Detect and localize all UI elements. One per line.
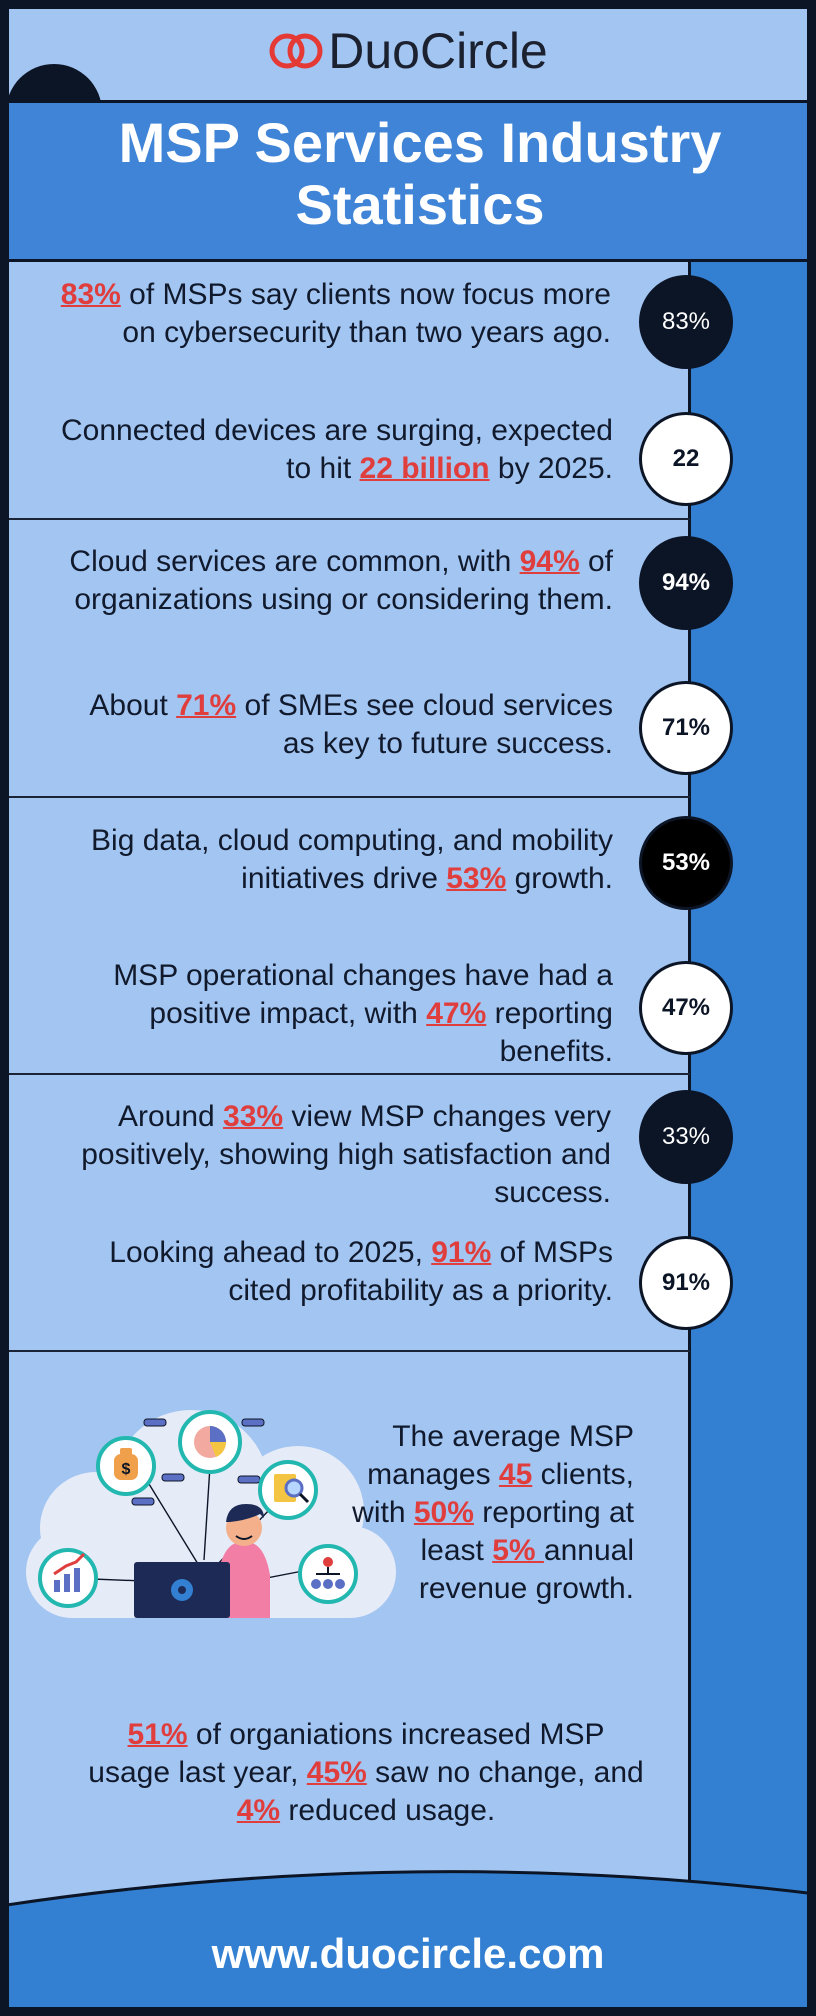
money-bag-icon: $ (96, 1436, 156, 1496)
stat-text-connected-devices: Connected devices are surging, expected … (60, 414, 613, 485)
section-divider (0, 518, 690, 520)
document-search-icon (258, 1460, 318, 1520)
stat-badge-cloud-services: 94% (639, 536, 733, 630)
stat-text-sme-cloud: About 71% of SMEs see cloud services as … (89, 689, 613, 760)
msp-illustration: $ (26, 1410, 396, 1618)
page-title: MSP Services Industry Statistics (118, 111, 722, 236)
stat-badge-very-positive: 33% (639, 1090, 733, 1184)
stat-badge-profitability: 91% (639, 1236, 733, 1330)
footer-website-link[interactable]: www.duocircle.com (211, 1930, 605, 1977)
stat-text-cybersecurity: 83% of MSPs say clients now focus more o… (60, 278, 611, 349)
brand-logo[interactable]: DuoCircle (0, 22, 816, 80)
growth-chart-icon (38, 1548, 98, 1608)
stat-text-operational-changes: MSP operational changes have had a posit… (113, 959, 613, 1068)
title-band (0, 100, 816, 262)
pie-chart-icon (178, 1410, 242, 1474)
laptop-figure (134, 1562, 230, 1618)
stat-badge-cybersecurity: 83% (639, 275, 733, 369)
stat-badge-sme-cloud: 71% (639, 681, 733, 775)
section-divider (0, 1073, 690, 1075)
stat-text-big-data: Big data, cloud computing, and mobility … (91, 824, 613, 895)
stat-badge-connected-devices: 22 (639, 412, 733, 506)
stat-badge-operational-changes: 47% (639, 961, 733, 1055)
section-divider (0, 1350, 690, 1352)
right-decorative-strip (688, 256, 816, 1896)
stat-text-cloud-services: Cloud services are common, with 94% of o… (69, 545, 613, 616)
stat-text-very-positive: Around 33% view MSP changes very positiv… (81, 1100, 611, 1209)
stat-badge-big-data: 53% (639, 816, 733, 910)
org-chart-icon (298, 1544, 358, 1604)
person-figure (218, 1504, 270, 1618)
dollar-sign: $ (122, 1461, 131, 1478)
footer-band (0, 1870, 816, 2016)
logo-text: DuoCircle (328, 23, 548, 79)
duocircle-rings-icon (269, 33, 323, 69)
stat-text-profitability: Looking ahead to 2025, 91% of MSPs cited… (109, 1236, 613, 1307)
average-msp-text: The average MSP manages 45 clients, with… (352, 1420, 634, 1605)
section-divider (0, 796, 690, 798)
msp-usage-text: 51% of organiations increased MSP usage … (88, 1718, 644, 1827)
